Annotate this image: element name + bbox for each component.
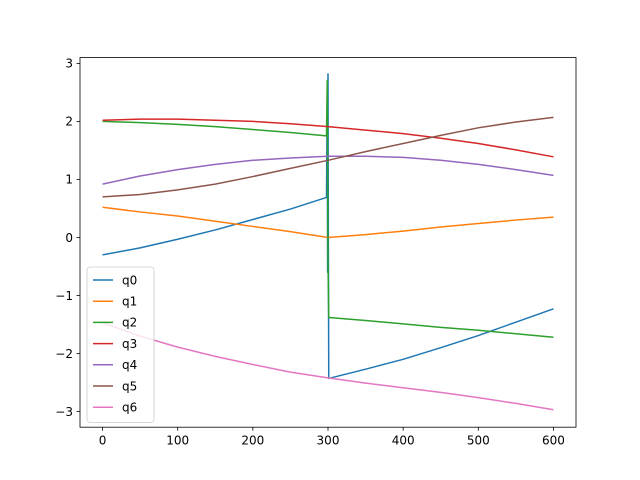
legend-label-q5: q5 <box>122 379 137 393</box>
legend-label-q2: q2 <box>122 316 137 330</box>
x-tick-label: 300 <box>317 434 340 448</box>
y-tick-label: −3 <box>55 405 73 419</box>
legend-label-q1: q1 <box>122 295 137 309</box>
series-layer <box>102 73 554 411</box>
legend-label-q3: q3 <box>122 337 137 351</box>
y-tick-label: 3 <box>65 57 73 71</box>
y-axis-ticks: −3 −2 −1 0 1 2 3 <box>55 57 80 419</box>
x-tick-label: 0 <box>99 434 107 448</box>
y-tick-label: −1 <box>55 289 73 303</box>
x-tick-label: 200 <box>241 434 264 448</box>
y-tick-label: 1 <box>65 173 73 187</box>
x-tick-label: 400 <box>392 434 415 448</box>
series-line-q6 <box>102 322 554 411</box>
y-tick-label: 2 <box>65 115 73 129</box>
series-line-q5 <box>102 116 554 198</box>
series-line-q4 <box>102 155 554 185</box>
x-tick-label: 100 <box>166 434 189 448</box>
legend-label-q0: q0 <box>122 273 137 287</box>
x-tick-label: 500 <box>467 434 490 448</box>
legend: q0 q1 q2 q3 q4 q5 q6 <box>86 266 155 423</box>
x-tick-label: 600 <box>542 434 565 448</box>
series-line-q3 <box>102 118 554 158</box>
y-tick-label: 0 <box>65 231 73 245</box>
x-axis-ticks: 0 100 200 300 400 500 600 <box>99 427 565 448</box>
legend-label-q4: q4 <box>122 358 137 372</box>
y-tick-label: −2 <box>55 347 73 361</box>
legend-label-q6: q6 <box>122 401 137 415</box>
legend-box <box>86 266 155 423</box>
series-line-q2 <box>102 80 554 339</box>
